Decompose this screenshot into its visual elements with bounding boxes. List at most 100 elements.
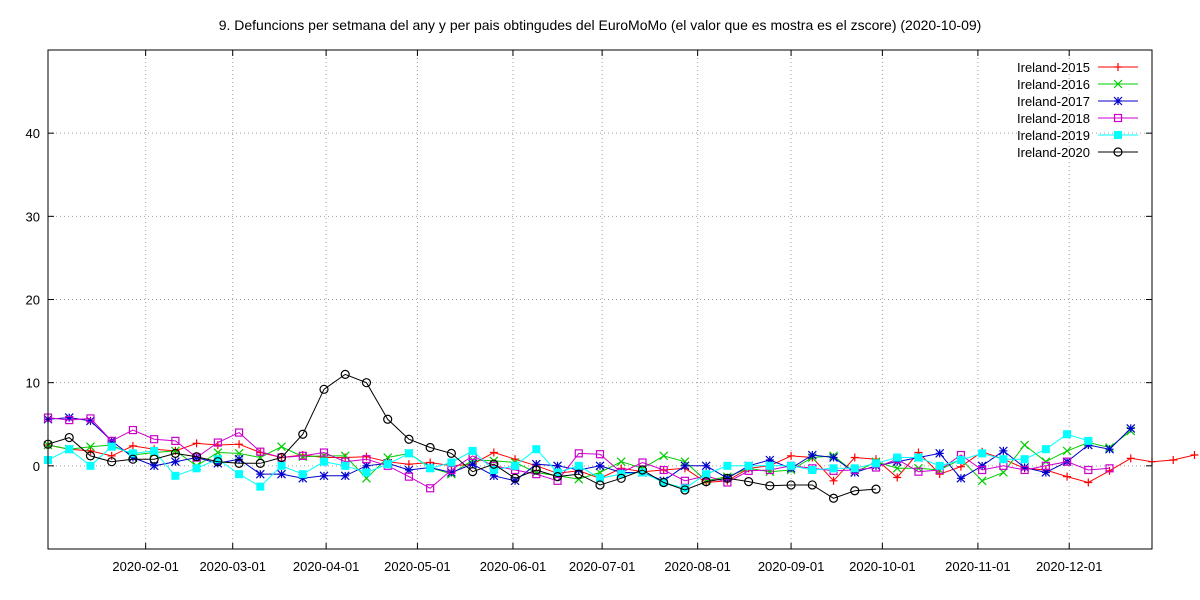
data-point [171,471,180,480]
x-tick-label: 2020-07-01 [569,559,636,574]
data-point [850,486,860,496]
data-point [595,450,605,459]
data-point [404,465,414,475]
data-point [489,459,499,469]
data-point [552,472,563,482]
data-point [956,456,965,465]
data-point [1113,79,1123,89]
data-point [956,473,966,483]
x-tick-label: 2020-12-01 [1036,559,1103,574]
data-point [468,467,478,477]
data-point [511,461,520,470]
data-point [893,453,902,462]
data-point [1084,436,1093,445]
data-point [489,456,499,466]
x-tick-label: 2020-09-01 [758,559,825,574]
data-point [1113,96,1123,106]
data-point [638,468,647,477]
data-point [637,465,648,475]
data-point [1020,455,1029,464]
data-point [1113,113,1123,123]
data-point [107,451,116,460]
legend-item: Ireland-2018 [1017,111,1138,126]
x-tick-label: 2020-10-01 [849,559,916,574]
data-point [64,413,74,423]
data-point [86,446,95,455]
data-point [807,450,817,460]
data-point [574,474,584,484]
data-point [744,461,753,470]
data-point [531,459,541,469]
data-point [128,449,137,458]
series-line [47,430,1132,482]
data-point [702,470,711,479]
data-point [489,465,498,474]
data-point [149,461,159,471]
data-point [255,458,265,468]
data-point [192,464,201,473]
series-ireland-2020 [43,369,881,503]
data-point [235,470,244,479]
series-line [47,373,877,499]
data-point [723,461,732,470]
data-point [341,461,350,470]
chart-title: 9. Defuncions per setmana del any y per … [219,17,982,33]
data-point [850,464,859,473]
data-point [1020,463,1030,472]
data-point [659,465,668,475]
data-point [319,471,329,481]
data-point [977,461,987,471]
data-point [277,442,286,452]
data-point [616,473,626,483]
data-point [659,477,669,488]
data-point [361,378,372,388]
data-point [595,480,605,490]
data-point [977,476,987,486]
y-tick-label: 30 [26,209,40,224]
data-point [1020,440,1030,450]
data-point [170,448,180,458]
data-point [489,448,498,457]
legend-label: Ireland-2020 [1017,145,1090,160]
data-point [680,461,690,471]
data-point [192,439,201,448]
data-point [1063,430,1072,439]
data-point [574,449,583,458]
data-point [829,476,838,485]
data-point [935,470,944,479]
data-point [446,468,456,477]
data-point [1113,147,1123,157]
data-point [128,441,137,450]
data-point [192,452,202,462]
data-point [722,473,732,483]
series-line [47,417,1110,489]
data-point [786,480,796,490]
data-point [531,465,541,475]
data-point [319,448,329,457]
data-point [446,448,456,458]
data-point [574,461,583,470]
data-point [680,457,690,467]
x-tick-label: 2020-04-01 [293,559,360,574]
data-point [86,416,95,426]
data-point [892,463,902,473]
data-point [765,481,775,491]
data-point [1084,478,1093,487]
data-point [362,455,371,464]
data-point [277,469,286,479]
data-point [701,461,711,471]
data-point [362,468,371,477]
y-tick-label: 20 [26,293,40,308]
data-point [298,473,308,483]
data-point [213,457,223,467]
data-point [425,442,435,453]
data-point [276,452,287,463]
data-point [1062,457,1072,466]
y-tick-label: 40 [26,126,40,141]
data-point [850,468,860,477]
data-point [404,434,414,444]
data-point [65,415,74,425]
data-point [893,473,902,482]
data-point [850,453,859,462]
data-point [872,459,880,468]
